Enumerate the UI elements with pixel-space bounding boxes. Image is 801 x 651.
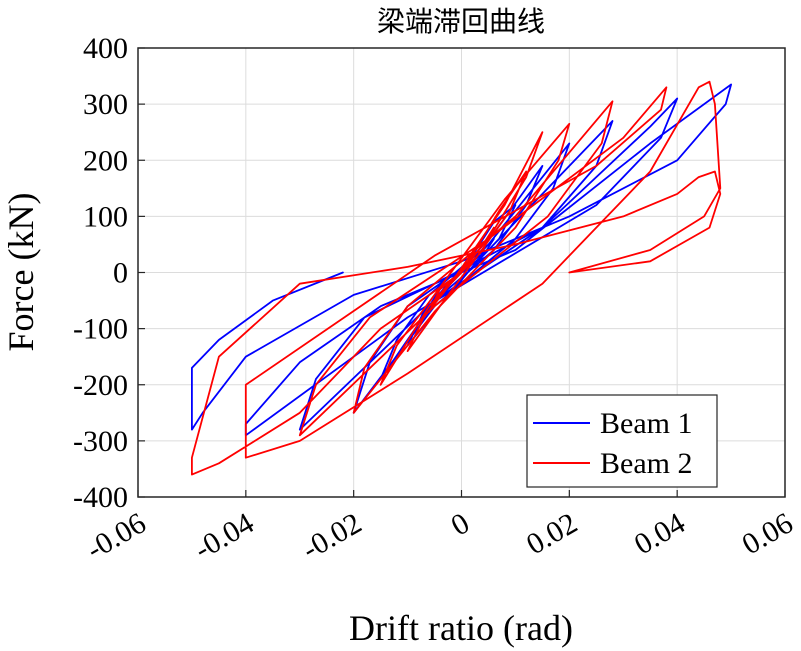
y-tick-label: -200 — [73, 369, 128, 402]
y-axis-label: Force (kN) — [1, 193, 41, 352]
y-tick-label: 400 — [83, 32, 128, 65]
legend-label-beam-1: Beam 1 — [600, 407, 692, 440]
y-tick-label: -300 — [73, 425, 128, 458]
series-layer — [190, 80, 732, 476]
y-tick-label: 200 — [83, 144, 128, 177]
y-tick-label: 300 — [83, 88, 128, 121]
series-line-beam-2 — [190, 80, 722, 476]
legend-label-beam-2: Beam 2 — [600, 447, 692, 480]
y-tick-label: -100 — [73, 313, 128, 346]
legend: Beam 1 Beam 2 — [526, 394, 718, 488]
x-axis-label: Drift ratio (rad) — [349, 608, 573, 648]
y-tick-label: 0 — [113, 257, 128, 290]
y-tick-label: 100 — [83, 200, 128, 233]
y-tick-label: -400 — [73, 481, 128, 514]
chart-title: 梁端滞回曲线 — [377, 5, 545, 38]
legend-box — [526, 394, 718, 488]
